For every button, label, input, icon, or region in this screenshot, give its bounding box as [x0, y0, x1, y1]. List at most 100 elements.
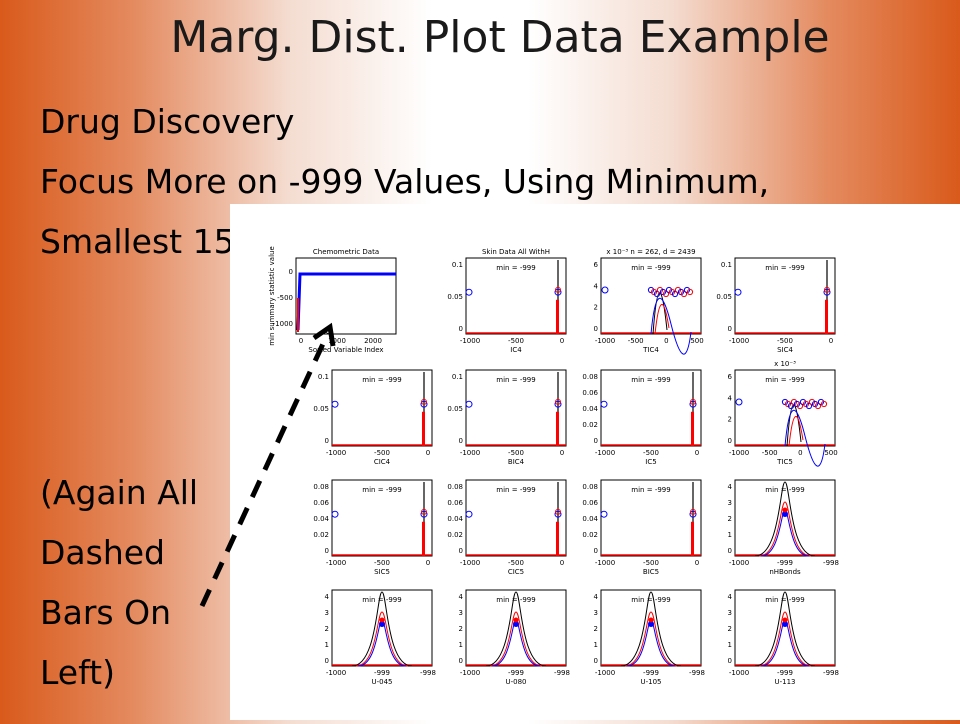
left-point-blue [601, 286, 609, 294]
y-tick-label: 0 [728, 657, 732, 665]
x-tick-label: -1000 [595, 559, 615, 567]
bell-point-red [648, 617, 654, 623]
spike-point-blue [689, 400, 697, 408]
x-tick-label: -999 [374, 669, 390, 677]
panel-frame [331, 589, 433, 667]
panel-frame [331, 479, 433, 557]
panel-title: x 10⁻³ [774, 360, 796, 368]
summary-y-tick: -1000 [273, 320, 293, 328]
x-tick-label: 0 [695, 449, 699, 457]
y-tick-label: 6 [594, 261, 599, 269]
y-tick-label: 0 [594, 325, 598, 333]
left-point-blue [465, 288, 473, 296]
panel-min-label: min = -999 [631, 596, 670, 604]
y-tick-label: 0 [459, 325, 463, 333]
y-tick-label: 0.02 [447, 531, 463, 539]
panel-label: U-080 [505, 678, 526, 686]
panel-label: TIC5 [776, 458, 793, 466]
panel-label: BIC4 [508, 458, 525, 466]
panel-min-label: min = -999 [362, 596, 401, 604]
cluster-point [814, 402, 822, 410]
panel-frame [465, 589, 567, 667]
left-point-blue [331, 400, 339, 408]
y-tick-label: 1 [594, 641, 598, 649]
density-curve-red [654, 303, 670, 335]
x-tick-label: -1000 [729, 669, 749, 677]
spike-bar [556, 521, 559, 556]
x-tick-label: -1000 [460, 559, 480, 567]
y-tick-label: 0.02 [313, 531, 329, 539]
x-tick-label: -998 [689, 669, 705, 677]
spike-bar [422, 521, 425, 556]
panel-min-label: min = -999 [765, 376, 804, 384]
y-tick-label: 0.06 [447, 499, 463, 507]
x-tick-label: 0 [560, 559, 564, 567]
y-tick-label: 3 [728, 609, 732, 617]
y-tick-label: 0 [728, 437, 732, 445]
bell-curve-black [351, 591, 413, 667]
y-tick-label: 0.06 [582, 389, 598, 397]
x-tick-label: -500 [374, 559, 390, 567]
x-tick-label: 500 [824, 449, 837, 457]
x-tick-label: -1000 [595, 449, 615, 457]
spike-bar [556, 411, 559, 446]
bell-curve-red [624, 611, 678, 667]
panel-min-label: min = -999 [765, 596, 804, 604]
cluster-point [805, 402, 813, 410]
y-tick-label: 0.04 [313, 515, 329, 523]
x-tick-label: -1000 [460, 669, 480, 677]
slide-title: Marg. Dist. Plot Data Example [170, 12, 830, 63]
panel-label: IC5 [645, 458, 656, 466]
spike-point-blue [689, 510, 697, 518]
y-tick-label: 0 [325, 437, 329, 445]
x-tick-label: -1000 [595, 669, 615, 677]
y-tick-label: 0.1 [452, 373, 463, 381]
spike-bar [825, 299, 828, 334]
y-tick-label: 3 [459, 609, 463, 617]
y-tick-label: 1 [728, 641, 732, 649]
panel-min-label: min = -999 [765, 264, 804, 272]
y-tick-label: 4 [728, 593, 733, 601]
spike-point-blue [420, 510, 428, 518]
cluster-point [662, 290, 670, 298]
y-tick-label: 2 [728, 625, 732, 633]
x-tick-label: -999 [777, 669, 793, 677]
spike-point-red [555, 508, 561, 515]
x-tick-label: -500 [643, 559, 659, 567]
y-tick-label: 0 [728, 325, 732, 333]
y-tick-label: 6 [728, 373, 733, 381]
y-tick-label: 0.1 [318, 373, 329, 381]
panel-min-label: min = -999 [496, 486, 535, 494]
bell-curve-black [754, 591, 816, 667]
y-tick-label: 0 [459, 547, 463, 555]
bell-curve-red [355, 611, 409, 667]
y-tick-label: 0.04 [447, 515, 463, 523]
x-tick-label: -998 [420, 669, 436, 677]
panel-frame [600, 479, 702, 557]
x-tick-label: -999 [643, 669, 659, 677]
x-tick-label: -1000 [460, 337, 480, 345]
x-tick-label: -500 [762, 449, 778, 457]
bell-curve-black [754, 481, 816, 557]
figure-panel: Chemometric Data 0 -500 -1000 0 1000 2000 Sorte… [230, 204, 960, 720]
bullet-drug-discovery: Drug Discovery [40, 102, 295, 141]
y-tick-label: 2 [325, 625, 329, 633]
left-point-blue [734, 288, 742, 296]
y-tick-label: 0.05 [716, 293, 732, 301]
bell-curve-red [758, 501, 812, 557]
bullet-focus: Focus More on -999 Values, Using Minimum… [40, 162, 770, 201]
cluster-point [653, 290, 661, 298]
y-tick-label: 0 [728, 547, 732, 555]
bell-point-red [379, 617, 385, 623]
x-tick-label: -500 [628, 337, 644, 345]
summary-y-label: min summary statistic value [268, 246, 276, 346]
panel-min-label: min = -999 [631, 486, 670, 494]
panel-frame [465, 257, 567, 335]
cluster-point [796, 402, 804, 410]
panel-title: x 10⁻³ n = 262, d = 2439 [606, 248, 695, 256]
spike-point-red [690, 508, 696, 515]
y-tick-label: 3 [325, 609, 329, 617]
x-tick-label: 0 [426, 559, 430, 567]
y-tick-label: 0.06 [582, 499, 598, 507]
